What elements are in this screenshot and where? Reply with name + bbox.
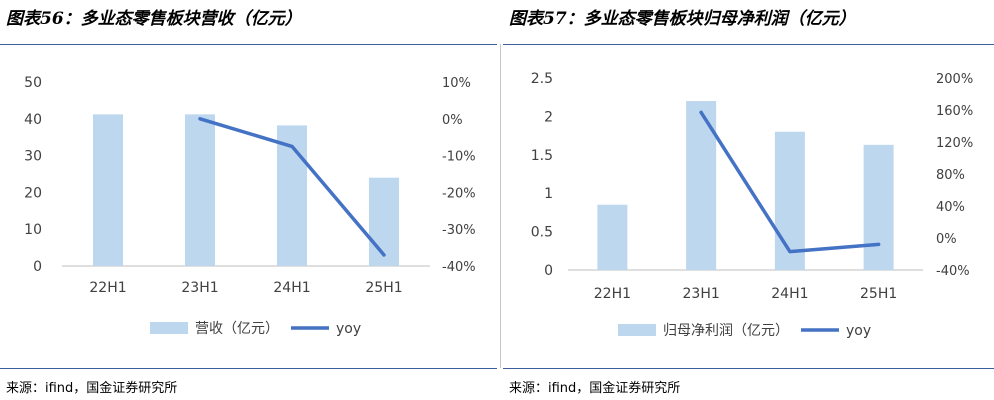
legend-bar-label: 营收（亿元） <box>195 321 279 337</box>
source-rule <box>503 368 994 369</box>
chart-title: 图表57：多业态零售板块归母净利润（亿元） <box>509 9 856 29</box>
bar <box>369 177 399 266</box>
y2-tick-label: 40% <box>936 200 965 215</box>
y-tick-label: 0.5 <box>531 225 553 241</box>
legend-line-label: yoy <box>846 323 871 339</box>
panel-divider <box>500 44 501 368</box>
x-tick-label: 25H1 <box>365 280 402 296</box>
source-note: 来源：ifind，国金证券研究所 <box>509 381 681 396</box>
x-tick-label: 23H1 <box>683 286 720 302</box>
legend-bar-swatch <box>618 324 656 336</box>
y2-tick-label: 0% <box>442 113 463 128</box>
y2-tick-label: -10% <box>442 150 476 165</box>
yoy-point <box>877 242 881 246</box>
x-tick-label: 22H1 <box>594 286 631 302</box>
legend-line-label: yoy <box>336 321 361 337</box>
y2-tick-label: 200% <box>936 72 973 87</box>
y-tick-label: 2 <box>544 109 553 125</box>
source-note: 来源：ifind，国金证券研究所 <box>6 381 178 396</box>
title-rule <box>503 44 994 45</box>
bar <box>774 131 805 270</box>
title-rule <box>0 44 497 45</box>
y2-tick-label: -40% <box>936 264 970 279</box>
y2-tick-label: 10% <box>442 76 471 91</box>
x-tick-label: 25H1 <box>860 286 897 302</box>
x-tick-label: 23H1 <box>181 280 218 296</box>
bar <box>185 114 215 266</box>
bar <box>863 144 894 270</box>
yoy-point <box>198 117 202 121</box>
y-tick-label: 0 <box>33 259 42 275</box>
chart-title: 图表56：多业态零售板块营收（亿元） <box>6 9 302 29</box>
y2-tick-label: 80% <box>936 168 965 183</box>
y-tick-label: 1.5 <box>531 148 553 164</box>
y-tick-label: 10 <box>24 222 42 238</box>
yoy-point <box>788 250 792 254</box>
bar <box>597 204 628 270</box>
x-tick-label: 22H1 <box>89 280 126 296</box>
y2-tick-label: 120% <box>936 136 973 151</box>
legend-bar-label: 归母净利润（亿元） <box>663 322 789 339</box>
y2-tick-label: 0% <box>936 232 957 247</box>
y-tick-label: 30 <box>24 149 42 165</box>
source-rule <box>0 368 497 369</box>
chart-panel-revenue: 图表56：多业态零售板块营收（亿元） 0 10 20 30 40 50 -40% -30% -2… <box>0 9 497 396</box>
yoy-point <box>290 144 294 148</box>
revenue-chart: 0 10 20 30 40 50 -40% -30% -20% -10% 0% 10% 22H1 23H1… <box>24 75 476 337</box>
y-tick-label: 0 <box>544 263 553 279</box>
y-tick-label: 50 <box>24 75 42 91</box>
legend-bar-swatch <box>150 322 188 334</box>
y-tick-label: 2.5 <box>531 71 553 87</box>
y2-tick-label: -30% <box>442 223 476 238</box>
x-tick-label: 24H1 <box>273 280 310 296</box>
y2-tick-label: -20% <box>442 186 476 201</box>
x-tick-label: 24H1 <box>771 286 808 302</box>
chart-panel-net-profit: 图表57：多业态零售板块归母净利润（亿元） 0 0.5 1 1.5 2 2.5 -40% 0%… <box>503 0 994 400</box>
yoy-point <box>382 253 386 257</box>
yoy-point <box>699 110 703 114</box>
y-tick-label: 20 <box>24 185 42 201</box>
bar <box>93 114 123 266</box>
y2-tick-label: -40% <box>442 260 476 275</box>
y-tick-label: 40 <box>24 112 42 128</box>
net-profit-chart: 0 0.5 1 1.5 2 2.5 -40% 0% 40% 80% 120% 160% 200% 22H1… <box>531 71 973 339</box>
y2-tick-label: 160% <box>936 104 973 119</box>
y-tick-label: 1 <box>544 186 553 202</box>
